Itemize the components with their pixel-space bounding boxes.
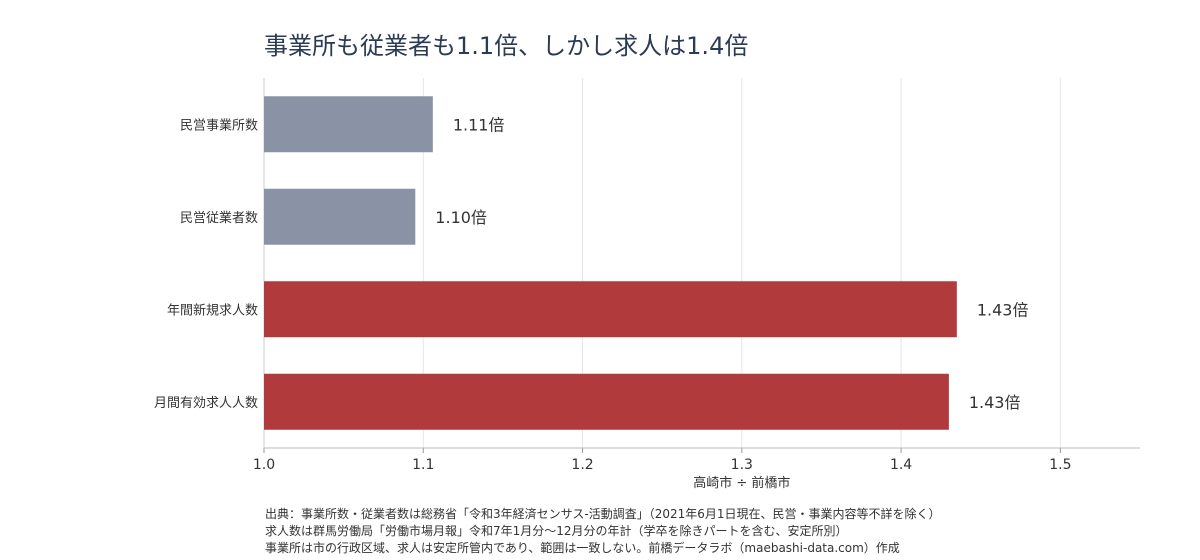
data-label: 1.10倍 — [435, 208, 487, 227]
footnote-jobs: 求人数は群馬労働局「労働市場月報」令和7年1月分〜12月分の年計（学卒を除きパー… — [265, 524, 848, 538]
x-tick-label: 1.4 — [890, 457, 912, 473]
category-label: 民営事業所数 — [180, 117, 258, 133]
x-tick-label: 1.1 — [412, 457, 434, 473]
chart-title: 事業所も従業者も1.1倍、しかし求人は1.4倍 — [264, 32, 749, 60]
x-tick-label: 1.5 — [1049, 457, 1071, 473]
axes: 1.0 1.1 1.2 1.3 1.4 1.5 高崎市 ÷ 前橋市 — [253, 78, 1140, 491]
footnote-source: 出典：事業所数・従業者数は総務省「令和3年経済センサス-活動調査」（2021年6… — [265, 507, 941, 521]
x-tick-label: 1.3 — [731, 457, 753, 473]
bar-1 — [264, 96, 433, 153]
data-label: 1.11倍 — [453, 115, 505, 134]
data-label: 1.43倍 — [969, 393, 1021, 412]
x-tick-label: 1.0 — [253, 457, 275, 473]
category-label: 月間有効求人人数 — [154, 396, 258, 411]
category-label: 民営従業者数 — [180, 210, 258, 226]
bars — [264, 96, 957, 430]
category-label: 年間新規求人数 — [167, 302, 258, 318]
data-label: 1.43倍 — [977, 300, 1029, 319]
bar-2 — [264, 188, 416, 245]
bar-3 — [264, 281, 957, 338]
x-tick-label: 1.2 — [571, 457, 593, 473]
footnote-scope: 事業所は市の行政区域、求人は安定所管内であり、範囲は一致しない。前橋データラボ（… — [265, 541, 900, 555]
bar-4 — [264, 373, 949, 430]
x-axis-title: 高崎市 ÷ 前橋市 — [693, 475, 790, 491]
